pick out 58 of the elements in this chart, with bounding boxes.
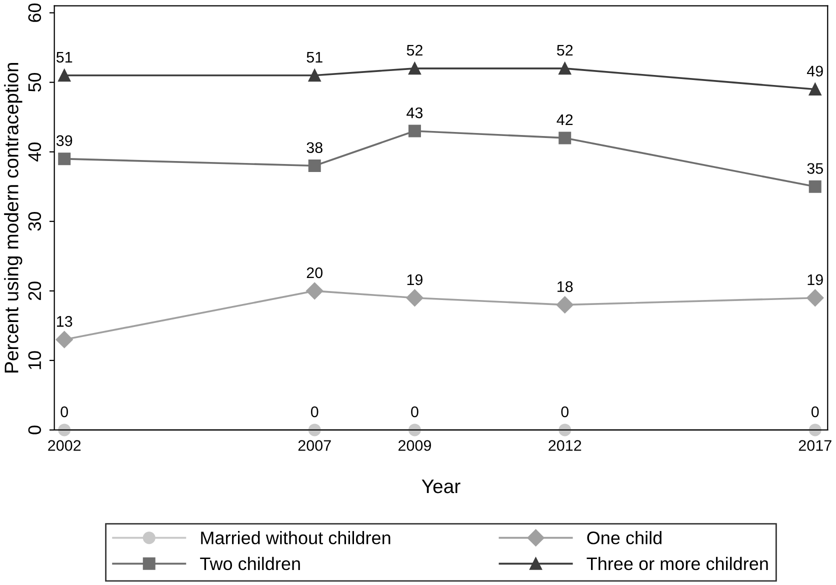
x-tick-label: 2002 [48, 440, 81, 451]
legend-label: Married without children [201, 531, 390, 544]
point [308, 69, 321, 82]
data-label: 49 [806, 66, 823, 77]
y-tick-label: 40 [28, 142, 42, 162]
legend-label: One child [587, 531, 662, 544]
point [306, 282, 324, 300]
y-tick-label: 20 [28, 282, 42, 300]
data-label: 52 [556, 44, 573, 56]
data-label: 19 [808, 274, 823, 286]
x-tick-label: 2007 [298, 440, 331, 451]
point [558, 62, 572, 75]
data-label: 20 [306, 267, 323, 278]
legend-label: Three or more children [586, 556, 768, 570]
y-tick-label: 10 [28, 351, 42, 370]
y-tick-label: 50 [28, 72, 42, 92]
data-label: 0 [411, 406, 418, 418]
point [58, 152, 71, 166]
data-label: 18 [558, 281, 573, 292]
data-label: 52 [406, 44, 422, 56]
point [558, 132, 572, 144]
point [808, 424, 822, 436]
data-label: 19 [407, 274, 422, 286]
data-label: 35 [807, 163, 823, 174]
point [406, 289, 424, 306]
point [408, 124, 421, 138]
point [558, 424, 572, 436]
y-tick-label: 0 [28, 426, 42, 434]
y-tick-label: 30 [28, 212, 42, 231]
point [408, 424, 421, 436]
x-tick-label: 2012 [548, 440, 582, 451]
data-label: 13 [57, 316, 72, 327]
data-label: 43 [406, 107, 423, 118]
point [308, 160, 321, 172]
point [556, 296, 574, 314]
y-axis-title: Percent using modern contraception [4, 62, 22, 372]
point [808, 180, 822, 193]
point [58, 424, 71, 436]
data-label: 0 [60, 406, 68, 418]
point [58, 69, 71, 82]
data-label: 51 [306, 52, 322, 63]
data-label: 39 [56, 135, 72, 146]
x-tick-label: 2017 [798, 440, 832, 451]
data-label: 42 [556, 114, 573, 126]
point [806, 289, 824, 306]
data-label: 38 [306, 142, 322, 154]
x-tick-label: 2009 [398, 440, 431, 451]
data-label: 0 [811, 406, 819, 418]
legend-label: Two children [200, 556, 300, 570]
data-label: 0 [561, 406, 569, 418]
point [56, 331, 73, 348]
point [308, 424, 321, 436]
point [408, 62, 421, 75]
y-tick-label: 60 [28, 3, 42, 22]
point [808, 83, 822, 96]
data-label: 0 [310, 406, 318, 418]
data-label: 51 [56, 52, 72, 63]
x-axis-title: Year [422, 480, 460, 494]
